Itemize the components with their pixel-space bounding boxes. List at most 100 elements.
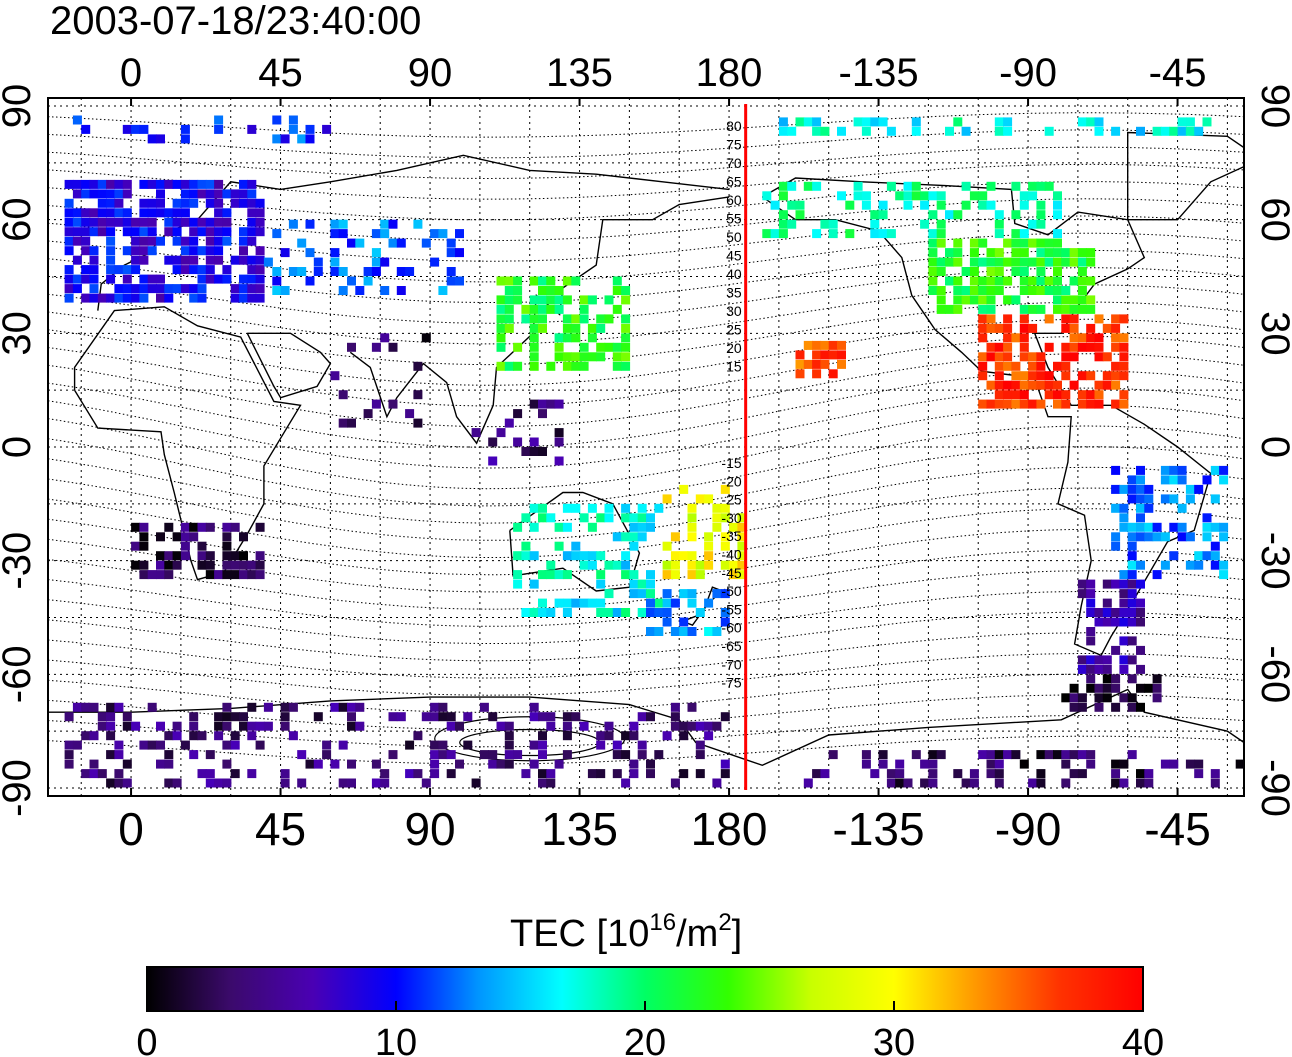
tec-cell (1102, 352, 1112, 362)
tec-cell (139, 532, 149, 542)
tec-cell (122, 124, 132, 134)
tec-cell (911, 117, 921, 127)
tec-cell (81, 246, 91, 256)
tec-cell (396, 712, 406, 722)
tec-cell (994, 276, 1004, 286)
tec-cell (172, 179, 182, 189)
tec-cell (712, 513, 722, 523)
tec-cell (704, 560, 714, 570)
tec-cell (1028, 181, 1038, 191)
tec-cell (1019, 267, 1029, 276)
tec-cell (1069, 683, 1079, 693)
tec-cell (1177, 117, 1187, 127)
tec-cell (720, 532, 730, 542)
tec-cell (928, 229, 938, 239)
tec-cell (654, 598, 664, 608)
map-panel: 8075706560555045403530252015-15-20-25-30… (47, 97, 1245, 797)
tec-cell (662, 494, 672, 504)
tec-cell (803, 778, 813, 788)
tec-cell (230, 769, 240, 779)
tec-cell (621, 570, 631, 580)
tec-cell (778, 219, 788, 229)
tec-cell (1136, 702, 1145, 712)
tec-cell (1086, 655, 1096, 665)
timestamp-title: 2003-07-18/23:40:00 (50, 0, 421, 43)
tec-cell (621, 314, 631, 324)
tec-cell (347, 712, 356, 722)
frame-ticks (130, 98, 1179, 796)
tec-cell (438, 229, 448, 239)
tec-cell (538, 286, 547, 295)
tec-cell (330, 257, 340, 267)
tec-cell (596, 342, 606, 352)
tec-cell (114, 179, 124, 189)
left-lat-label: 30 (0, 311, 39, 356)
tec-cell (587, 551, 597, 561)
tec-cell (969, 276, 979, 286)
tec-cell (978, 352, 988, 362)
mag-lat-label: 60 (726, 192, 742, 208)
tec-cell (612, 352, 622, 362)
tec-cell (297, 778, 307, 788)
tec-cell (529, 399, 539, 409)
tec-cell (363, 409, 373, 419)
tec-cell (579, 598, 589, 608)
tec-cell (845, 229, 855, 239)
tec-cell (1119, 390, 1129, 400)
tec-cell (1202, 513, 1212, 523)
tec-cell (961, 181, 971, 191)
tec-cell (81, 124, 91, 134)
tec-cell (446, 769, 456, 779)
tec-cell (737, 513, 747, 523)
tec-cell (330, 702, 340, 712)
tec-cell (1086, 248, 1096, 258)
tec-cell (870, 219, 880, 229)
bottom-lon-label: -45 (1144, 803, 1210, 855)
tec-cell (272, 286, 282, 295)
tec-cell (986, 267, 996, 276)
tec-cell (380, 219, 390, 229)
mag-lat-contour (48, 570, 1244, 627)
tec-cell (496, 333, 506, 343)
tec-cell (1111, 399, 1121, 409)
tec-cell (504, 276, 514, 286)
tec-cell (347, 721, 356, 731)
tec-cell (1061, 314, 1071, 324)
tec-cell (164, 551, 174, 561)
tec-cell (180, 740, 190, 750)
tec-cell (712, 522, 722, 532)
tec-cell (139, 560, 149, 570)
tec-cell (1152, 532, 1162, 542)
tec-cell (371, 759, 381, 769)
mag-lat-label: -35 (721, 528, 741, 544)
tec-cell (587, 503, 597, 513)
tec-cell (1144, 522, 1154, 532)
tec-cell (787, 219, 797, 229)
tec-cell (687, 589, 697, 599)
tec-cell (778, 229, 788, 239)
tec-cell (1086, 627, 1096, 636)
tec-cell (787, 200, 797, 210)
tec-cell (1119, 352, 1129, 362)
tec-cell (621, 532, 631, 542)
tec-cell (255, 293, 265, 303)
tec-cell (388, 238, 398, 248)
tec-cell (1144, 484, 1154, 494)
tec-cell (488, 750, 498, 760)
tec-cell (828, 229, 838, 239)
tec-cell (1111, 541, 1121, 551)
tec-cell (222, 236, 232, 246)
tec-cell (521, 608, 531, 617)
tec-cell (662, 617, 672, 627)
tec-cell (189, 750, 199, 760)
tec-cell (189, 246, 199, 256)
tec-cell (679, 484, 689, 494)
tec-cell (1028, 257, 1038, 267)
tec-cell (986, 295, 996, 305)
tec-cell (646, 522, 655, 532)
tec-cell (222, 189, 232, 199)
tec-cell (562, 503, 572, 513)
tec-cell (272, 134, 282, 144)
tec-cell (596, 352, 606, 362)
tec-cell (388, 750, 398, 760)
